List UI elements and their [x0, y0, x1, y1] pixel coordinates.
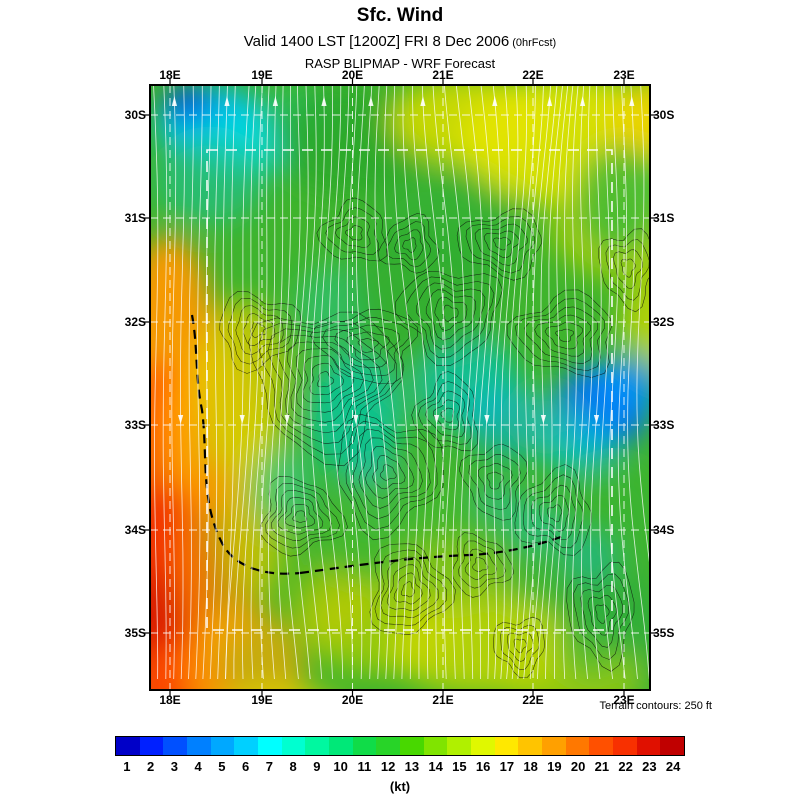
colorbar-cell: [376, 737, 401, 755]
colorbar-cell: [305, 737, 330, 755]
colorbar-cell: [589, 737, 614, 755]
lon-label-bottom: 21E: [432, 693, 454, 707]
lat-label-right: 34S: [653, 523, 675, 537]
colorbar-cell: [163, 737, 188, 755]
colorbar-value: 1: [123, 759, 131, 774]
valid-time-text: Valid 1400 LST [1200Z] FRI 8 Dec 2006: [243, 33, 510, 50]
lon-label-top: 18E: [159, 68, 181, 82]
colorbar-value: 19: [547, 759, 562, 774]
colorbar-value: 22: [618, 759, 633, 774]
lat-label-right: 31S: [653, 211, 675, 225]
lon-label-bottom: 22E: [522, 693, 544, 707]
lat-label-left: 32S: [124, 315, 146, 329]
lat-label-right: 33S: [653, 418, 675, 432]
colorbar-value: 14: [428, 759, 443, 774]
lon-label-top: 20E: [341, 68, 364, 82]
colorbar-cell: [139, 737, 164, 755]
model-name: RASP BLIPMAP - WRF Forecast: [304, 56, 496, 71]
colorbar-cell: [234, 737, 259, 755]
colorbar-cell: [281, 737, 306, 755]
lat-label-left: 34S: [124, 523, 146, 537]
colorbar-cell: [542, 737, 566, 755]
colorbar-cell: [471, 737, 495, 755]
colorbar-cell: [494, 737, 519, 755]
colorbar-unit: (kt): [389, 779, 411, 794]
page-title: Sfc. Wind: [356, 5, 444, 26]
colorbar-cell: [187, 737, 211, 755]
colorbar-value: 11: [357, 759, 372, 774]
colorbar-value: 7: [265, 759, 273, 774]
lon-label-bottom: 19E: [251, 693, 273, 707]
colorbar-value: 15: [452, 759, 467, 774]
lon-label-top: 21E: [432, 68, 454, 82]
colorbar-value: 21: [594, 759, 610, 774]
lat-label-left: 31S: [124, 211, 146, 225]
lon-label-top: 22E: [522, 68, 544, 82]
valid-time-line: Valid 1400 LST [1200Z] FRI 8 Dec 2006 (0h…: [0, 33, 800, 50]
colorbar-value: 23: [642, 759, 657, 774]
colorbar-cell: [210, 737, 235, 755]
colorbar-value: 4: [194, 759, 202, 774]
lon-label-bottom: 18E: [159, 693, 181, 707]
colorbar-cell: [423, 737, 448, 755]
colorbar-value: 10: [333, 759, 348, 774]
lat-label-left: 30S: [124, 108, 146, 122]
colorbar-cell: [352, 737, 377, 755]
lat-label-left: 33S: [124, 418, 146, 432]
colorbar-value: 12: [380, 759, 396, 774]
colorbar-value: 18: [523, 759, 538, 774]
lat-label-right: 30S: [653, 108, 675, 122]
colorbar-cell: [447, 737, 472, 755]
colorbar-value: 16: [475, 759, 491, 774]
colorbar-value: 3: [170, 759, 178, 774]
colorbar-cell: [329, 737, 353, 755]
colorbar-cell: [565, 737, 590, 755]
lon-label-top: 23E: [613, 68, 635, 82]
wind-speed-field: [143, 78, 657, 697]
colorbar-value: 2: [147, 759, 155, 774]
colorbar-value: 9: [313, 759, 321, 774]
wind-map: [143, 78, 657, 697]
colorbar-cell: [116, 737, 140, 755]
lat-label-right: 35S: [653, 626, 675, 640]
colorbar-cell: [518, 737, 543, 755]
forecast-hour-text: (0hrFcst): [512, 37, 557, 49]
lat-label-left: 35S: [124, 626, 146, 640]
lon-label-bottom: 23E: [613, 693, 635, 707]
colorbar-cell: [400, 737, 424, 755]
lon-label-bottom: 20E: [341, 693, 364, 707]
colorbar-value: 20: [570, 759, 586, 774]
colorbar-cell: [636, 737, 661, 755]
colorbar-value: 5: [218, 759, 226, 774]
colorbar-cell: [613, 737, 637, 755]
colorbar-value: 13: [404, 759, 420, 774]
colorbar-value: 8: [289, 759, 297, 774]
lat-label-right: 32S: [653, 315, 675, 329]
colorbar-value: 6: [242, 759, 250, 774]
colorbar: [115, 736, 685, 756]
colorbar-values: 1 2 3 4 5 6 7 8 9 10 11 12 13 14 15 16 17 18 19 20 21 22 23 24: [115, 759, 685, 774]
terrain-contour-note: Terrain contours: 250 ft: [599, 700, 712, 712]
colorbar-value: 17: [499, 759, 515, 774]
colorbar-value: 24: [665, 759, 681, 774]
lon-label-top: 19E: [251, 68, 273, 82]
colorbar-cell: [660, 737, 685, 755]
colorbar-cell: [258, 737, 282, 755]
